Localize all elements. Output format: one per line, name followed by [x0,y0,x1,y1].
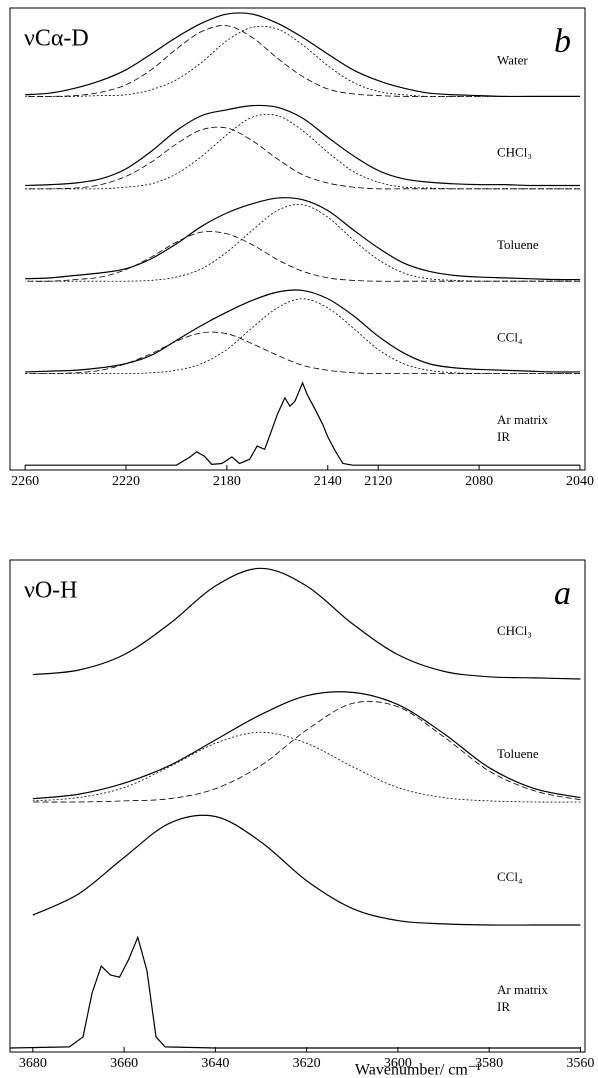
trace-label: CCl₄ [497,329,523,344]
trace-label: IR [497,999,510,1014]
x-tick-label: 3560 [566,1056,594,1071]
plot-frame [9,7,586,471]
spectrum-solid [32,814,581,926]
x-tick-label: 2180 [213,474,241,489]
trace-label: Water [497,52,528,67]
trace-label: CCl₄ [497,869,523,884]
trace-label: IR [497,429,510,444]
x-tick-label: 2120 [364,474,392,489]
spectrum-solid [25,289,580,373]
x-tick-label: 2220 [112,474,140,489]
trace-label: Ar matrix [497,412,548,427]
spectrum-dotted [25,25,580,97]
x-tick-label: 3580 [475,1056,503,1071]
panel-letter: a [554,575,571,612]
x-tick-label: 3640 [201,1056,229,1071]
x-tick-label: 3660 [110,1056,138,1071]
panel-title: νCα-D [24,26,89,52]
trace-label: CHCl₃ [497,623,532,638]
trace-label: Toluene [497,746,539,761]
spectrum-solid [25,12,580,98]
x-tick-label: 3680 [19,1056,47,1071]
spectrum-dashed [32,700,581,803]
plot-frame [9,559,586,1053]
spectrum-solid [25,381,580,466]
x-tick-label: 2260 [11,474,39,489]
spectrum-dotted [25,298,580,375]
trace-label: CHCl₃ [497,145,532,160]
spectrum-solid [25,104,580,187]
panel-letter: b [554,23,571,60]
x-tick-label: 3620 [293,1056,321,1071]
spectrum-solid [32,691,581,800]
x-axis-label: Wavenumber/ cm⁻¹ [355,1062,481,1078]
spectrum-dotted [25,113,580,190]
trace-label: Ar matrix [497,982,548,997]
panel-title: νO-H [24,578,78,604]
spectrum-solid [25,197,580,281]
x-tick-label: 3600 [384,1056,412,1071]
x-tick-label: 2040 [566,474,594,489]
x-tick-label: 2140 [314,474,342,489]
spectrum-dotted [25,204,580,282]
spectrum-solid [9,935,581,1049]
x-tick-label: 2080 [465,474,493,489]
spectrum-dotted [32,731,581,803]
trace-label: Toluene [497,237,539,252]
spectrum-solid [32,567,581,680]
